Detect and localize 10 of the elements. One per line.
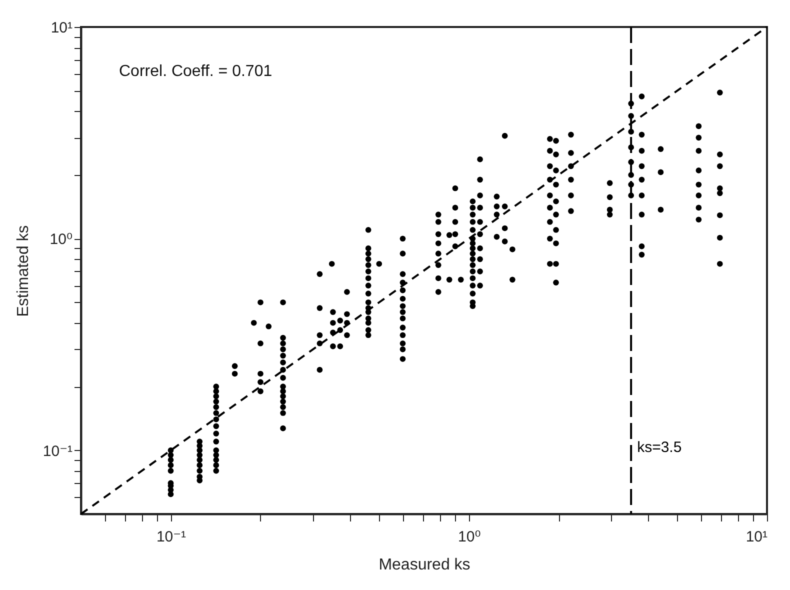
x-axis-title: Measured ks xyxy=(378,556,470,574)
y-tick-label: 10⁻¹ xyxy=(42,442,72,460)
x-tick-label: 10⁰ xyxy=(458,528,481,546)
y-tick-label: 10¹ xyxy=(50,20,72,36)
ref-line-label: ks=3.5 xyxy=(637,439,682,456)
y-tick-label: 10⁰ xyxy=(50,231,72,248)
x-tick-label: 10¹ xyxy=(746,528,768,546)
annotation: Correl. Coeff. = 0.701 xyxy=(119,63,272,80)
y-axis-title: Estimated ks xyxy=(14,225,32,317)
x-tick-label: 10⁻¹ xyxy=(156,528,186,546)
